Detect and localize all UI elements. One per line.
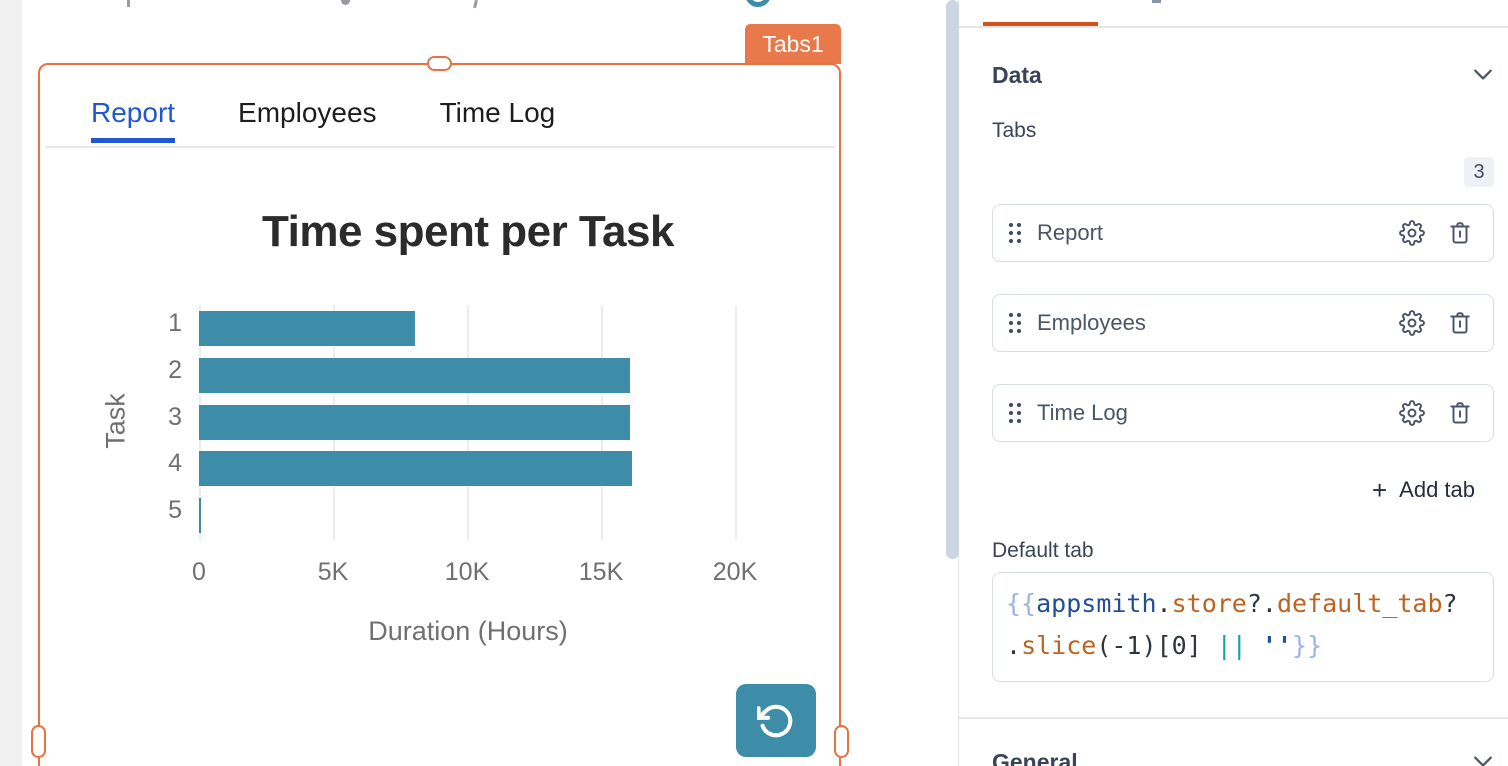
scrollbar-thumb[interactable] [946,0,959,559]
data-section-header[interactable]: Data [992,60,1494,90]
gear-icon[interactable] [1399,220,1425,246]
y-category-label: 2 [168,355,182,384]
tab-item-row-time-log[interactable]: Time Log [992,384,1494,442]
tab-items-list: Report Employees [992,204,1494,474]
y-category-label: 4 [168,449,182,478]
tab-item-label: Employees [1037,310,1146,335]
refresh-button[interactable] [736,684,816,757]
trash-icon[interactable] [1447,310,1473,336]
data-section-title: Data [992,61,1042,88]
resize-handle-top[interactable] [427,56,452,71]
tab-item-label: Report [1037,220,1104,245]
cropped-widget-remnant [473,0,478,9]
plus-icon: + [1371,475,1388,505]
general-section-title: General [992,748,1078,766]
bar-task-2 [199,357,631,393]
refresh-ccw-icon [757,704,793,737]
cropped-widget-remnant [127,0,130,7]
tabs-field-label: Tabs [992,119,1037,142]
bar-task-4 [199,451,632,487]
y-category-label: 1 [168,309,182,337]
tab-item-row-employees[interactable]: Employees [992,294,1494,352]
bar-task-5 [199,498,201,534]
tabs-count-badge: 3 [1464,157,1494,187]
general-section-header[interactable]: General [992,747,1494,766]
chart-title: Time spent per Task [262,207,674,256]
tab-item-row-report[interactable]: Report [992,204,1494,262]
cropped-widget-remnant [341,0,350,5]
add-tab-button[interactable]: + Add tab [992,477,1475,503]
bar-chart-plot [199,305,737,540]
drag-handle-icon[interactable] [1009,223,1021,243]
resize-handle-left[interactable] [31,725,46,758]
x-tick-label: 0 [192,558,206,586]
chart-x-ticks: 0 5K 10K 15K 20K [192,558,757,588]
widget-tab-employees[interactable]: Employees [238,97,377,128]
trash-icon[interactable] [1447,220,1473,246]
bar-task-1 [199,310,415,346]
widget-tab-report[interactable]: Report [91,97,176,143]
tabbar-divider [45,146,835,148]
widget-name-badge[interactable]: Tabs1 [745,24,841,64]
bar-task-3 [199,404,631,440]
y-category-label: 3 [168,402,182,431]
widget-tab-bar: Report Employees Time Log [91,97,555,143]
chevron-down-icon [1474,756,1492,766]
drag-handle-icon[interactable] [1009,313,1021,333]
canvas-gutter [0,0,22,766]
drag-handle-icon[interactable] [1009,403,1021,423]
active-pane-tab-indicator [983,22,1098,27]
add-tab-label: Add tab [1399,477,1475,502]
x-tick-label: 5K [317,558,349,586]
cropped-refresh-icon [743,0,775,11]
widget-tab-time-log[interactable]: Time Log [439,97,556,128]
trash-icon[interactable] [1447,400,1473,426]
y-category-label: 5 [168,496,182,525]
x-tick-label: 15K [578,558,624,586]
x-tick-label: 20K [712,558,758,586]
pane-section-divider [959,717,1508,719]
resize-handle-right[interactable] [834,725,849,758]
chart-x-axis-label: Duration (Hours) [368,616,568,646]
gear-icon[interactable] [1399,400,1425,426]
chevron-down-icon [1474,69,1492,80]
gear-icon[interactable] [1399,310,1425,336]
cropped-pane-tab-label [1152,0,1161,3]
tab-item-label: Time Log [1037,400,1128,425]
default-tab-code-input[interactable]: {{appsmith.store?.default_tab? .slice(-1)… [992,572,1494,682]
pane-tabbar-divider [959,26,1508,28]
x-tick-label: 10K [444,558,490,586]
default-tab-field-label: Default tab [992,539,1094,562]
chart-y-axis-label: Task [100,393,131,449]
